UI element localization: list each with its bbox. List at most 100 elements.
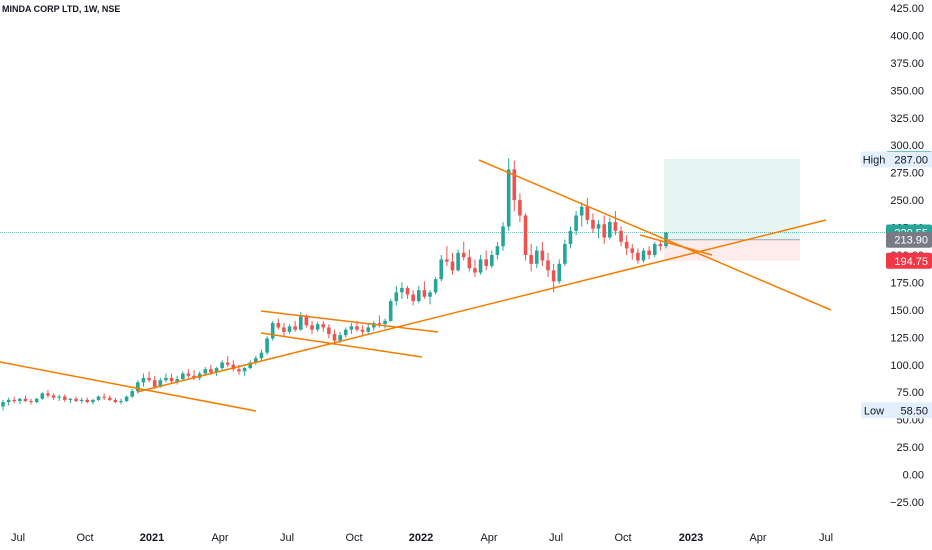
candle[interactable] bbox=[608, 217, 612, 240]
candle[interactable] bbox=[343, 327, 348, 338]
candle[interactable] bbox=[169, 373, 174, 384]
stop-zone[interactable] bbox=[664, 239, 800, 261]
candle[interactable] bbox=[585, 197, 590, 225]
candle[interactable] bbox=[96, 395, 101, 402]
candle[interactable] bbox=[164, 373, 168, 383]
candle[interactable] bbox=[1, 399, 5, 411]
trend-line[interactable] bbox=[639, 234, 713, 256]
candle[interactable] bbox=[310, 320, 314, 335]
candle[interactable] bbox=[641, 248, 646, 263]
candle[interactable] bbox=[512, 160, 517, 212]
target-zone[interactable] bbox=[664, 158, 800, 240]
candle[interactable] bbox=[68, 397, 73, 404]
candle[interactable] bbox=[186, 369, 191, 378]
candle[interactable] bbox=[394, 285, 399, 306]
candle[interactable] bbox=[113, 397, 118, 404]
candle[interactable] bbox=[490, 250, 494, 269]
candle[interactable] bbox=[658, 239, 663, 251]
candle[interactable] bbox=[630, 244, 635, 260]
trend-line[interactable] bbox=[0, 361, 257, 412]
candle[interactable] bbox=[265, 336, 269, 355]
candle[interactable] bbox=[175, 375, 179, 385]
candle[interactable] bbox=[439, 255, 444, 282]
candle[interactable] bbox=[12, 396, 17, 404]
candle[interactable] bbox=[619, 226, 623, 247]
candle[interactable] bbox=[428, 290, 432, 305]
candle[interactable] bbox=[563, 239, 567, 266]
candle[interactable] bbox=[79, 397, 84, 404]
candle[interactable] bbox=[579, 202, 584, 227]
candle[interactable] bbox=[254, 355, 258, 365]
candle[interactable] bbox=[360, 325, 365, 337]
candle[interactable] bbox=[18, 397, 22, 405]
candle[interactable] bbox=[405, 285, 410, 299]
candle[interactable] bbox=[411, 290, 415, 306]
trend-line[interactable] bbox=[478, 159, 832, 311]
candle[interactable] bbox=[225, 355, 230, 367]
candle[interactable] bbox=[506, 158, 511, 231]
candle[interactable] bbox=[366, 324, 371, 335]
candle[interactable] bbox=[259, 349, 264, 361]
candle[interactable] bbox=[478, 255, 483, 275]
trend-line[interactable] bbox=[260, 310, 439, 333]
candle[interactable] bbox=[180, 371, 185, 381]
candle[interactable] bbox=[400, 282, 404, 299]
candle[interactable] bbox=[276, 318, 281, 330]
candle[interactable] bbox=[383, 318, 387, 329]
candle[interactable] bbox=[327, 324, 331, 339]
candle[interactable] bbox=[416, 285, 421, 304]
candle[interactable] bbox=[315, 321, 320, 332]
candle[interactable] bbox=[91, 398, 95, 405]
candle[interactable] bbox=[248, 360, 253, 370]
candle[interactable] bbox=[433, 276, 438, 295]
candle[interactable] bbox=[523, 213, 528, 261]
candle[interactable] bbox=[214, 366, 219, 376]
candle[interactable] bbox=[450, 252, 455, 275]
candle[interactable] bbox=[124, 395, 129, 403]
candle[interactable] bbox=[557, 259, 562, 284]
candle[interactable] bbox=[102, 393, 106, 400]
candle[interactable] bbox=[293, 320, 297, 332]
candle[interactable] bbox=[456, 249, 460, 272]
candle[interactable] bbox=[461, 241, 466, 261]
candle[interactable] bbox=[51, 393, 56, 400]
candle[interactable] bbox=[63, 394, 67, 403]
candle[interactable] bbox=[270, 320, 275, 341]
trend-line[interactable] bbox=[260, 332, 423, 358]
candle[interactable] bbox=[57, 394, 61, 402]
trend-line[interactable] bbox=[136, 219, 827, 393]
candle[interactable] bbox=[529, 244, 533, 272]
candle[interactable] bbox=[422, 281, 427, 299]
candle[interactable] bbox=[147, 371, 151, 383]
candle[interactable] bbox=[484, 250, 489, 271]
candle[interactable] bbox=[220, 360, 224, 371]
candle[interactable] bbox=[242, 366, 247, 376]
candle[interactable] bbox=[282, 323, 286, 337]
candle[interactable] bbox=[467, 249, 472, 272]
candle[interactable] bbox=[119, 398, 123, 405]
candle[interactable] bbox=[372, 320, 376, 331]
candle[interactable] bbox=[501, 222, 505, 251]
candle[interactable] bbox=[40, 392, 45, 400]
candle[interactable] bbox=[152, 375, 157, 389]
candle[interactable] bbox=[107, 395, 112, 402]
candle[interactable] bbox=[473, 259, 477, 277]
candle[interactable] bbox=[596, 219, 601, 239]
candle[interactable] bbox=[518, 193, 522, 223]
candle[interactable] bbox=[652, 241, 657, 258]
candle[interactable] bbox=[130, 388, 135, 398]
candle[interactable] bbox=[445, 246, 449, 266]
candle[interactable] bbox=[46, 390, 50, 398]
candle[interactable] bbox=[349, 323, 354, 335]
candle[interactable] bbox=[495, 241, 500, 260]
candle[interactable] bbox=[231, 360, 236, 372]
candle[interactable] bbox=[287, 324, 292, 335]
candle[interactable] bbox=[141, 373, 146, 387]
candle[interactable] bbox=[321, 320, 326, 332]
candle[interactable] bbox=[647, 246, 651, 260]
candle[interactable] bbox=[29, 398, 33, 405]
candle[interactable] bbox=[591, 213, 595, 234]
candle[interactable] bbox=[546, 252, 550, 277]
candle[interactable] bbox=[388, 298, 393, 322]
